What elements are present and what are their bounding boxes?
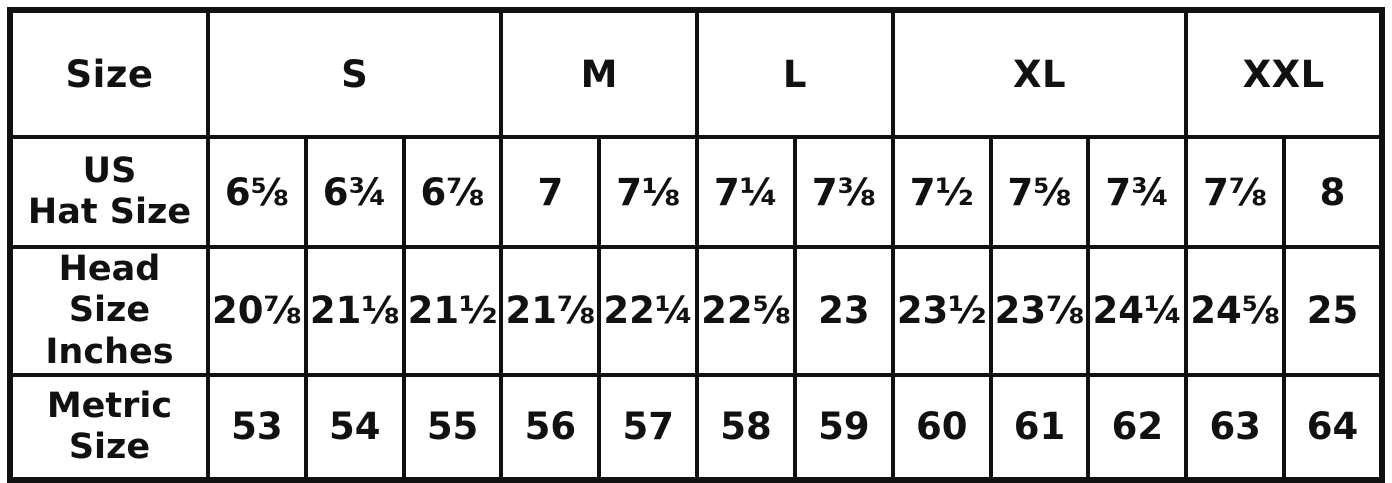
group-header-xxl: XXL [1184, 8, 1384, 139]
group-header-s: S [205, 8, 504, 139]
head-size-inches-value: 21⅛ [303, 245, 406, 377]
head-size-inches-value: 21⅞ [499, 245, 602, 377]
metric-size-value: 54 [303, 372, 406, 482]
hat-size-chart-table: Size S M L XL XXL US Hat Size 6⅝ 6¾ 6⅞ 7… [7, 7, 1385, 483]
head-size-inches-value: 23½ [890, 245, 993, 377]
head-size-inches-value: 22¼ [597, 245, 700, 377]
head-size-inches-value: 20⅞ [206, 245, 308, 377]
us-hat-size-value: 7½ [890, 135, 993, 249]
metric-size-value: 59 [792, 372, 895, 482]
group-header-xl: XL [890, 8, 1189, 139]
us-hat-size-value: 7¾ [1086, 135, 1189, 249]
metric-size-value: 58 [695, 372, 797, 482]
us-hat-size-value: 8 [1282, 135, 1384, 249]
us-hat-size-value: 6⅝ [206, 135, 308, 249]
size-group-header-row: Size S M L XL XXL [8, 8, 1384, 139]
group-header-l: L [695, 8, 895, 139]
head-size-inches-value: 25 [1282, 245, 1384, 377]
metric-size-value: 61 [988, 372, 1091, 482]
metric-size-value: 57 [597, 372, 700, 482]
group-header-m: M [499, 8, 700, 139]
head-size-inches-value: 23⅞ [988, 245, 1091, 377]
us-hat-size-value: 7¼ [695, 135, 797, 249]
metric-size-value: 60 [890, 372, 993, 482]
head-size-inches-value: 24¼ [1086, 245, 1189, 377]
metric-size-value: 63 [1184, 372, 1287, 482]
metric-size-value: 55 [401, 372, 504, 482]
us-hat-size-value: 7⅛ [597, 135, 700, 249]
us-hat-size-value: 7⅜ [792, 135, 895, 249]
us-hat-size-value: 6⅞ [401, 135, 504, 249]
metric-size-value: 64 [1282, 372, 1384, 482]
us-hat-size-value: 7⅝ [988, 135, 1091, 249]
row-label-head-size-inches: Head Size Inches [8, 245, 210, 377]
us-hat-size-value: 7⅞ [1184, 135, 1287, 249]
row-label-metric-size: Metric Size [8, 372, 210, 482]
head-size-inches-value: 23 [792, 245, 895, 377]
metric-size-value: 62 [1086, 372, 1189, 482]
us-hat-size-value: 7 [499, 135, 602, 249]
us-hat-size-row: US Hat Size 6⅝ 6¾ 6⅞ 7 7⅛ 7¼ 7⅜ 7½ 7⅝ 7¾… [8, 135, 1384, 249]
row-label-us-hat-size: US Hat Size [8, 135, 210, 249]
metric-size-row: Metric Size 53 54 55 56 57 58 59 60 61 6… [8, 372, 1384, 482]
metric-size-value: 53 [206, 372, 308, 482]
us-hat-size-value: 6¾ [303, 135, 406, 249]
head-size-inches-value: 22⅝ [695, 245, 797, 377]
head-size-inches-value: 24⅝ [1184, 245, 1287, 377]
size-corner-header: Size [8, 8, 210, 139]
head-size-inches-value: 21½ [401, 245, 504, 377]
metric-size-value: 56 [499, 372, 602, 482]
head-size-inches-row: Head Size Inches 20⅞ 21⅛ 21½ 21⅞ 22¼ 22⅝… [8, 245, 1384, 377]
